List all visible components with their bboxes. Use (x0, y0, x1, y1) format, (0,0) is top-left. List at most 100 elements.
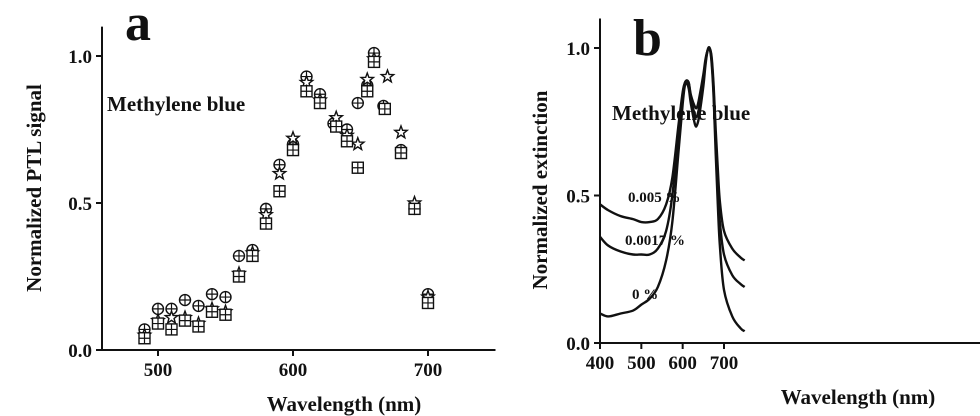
marker-star (379, 68, 396, 84)
marker-cross (260, 218, 272, 230)
marker-star (392, 123, 410, 140)
panel-b-curves (599, 46, 746, 333)
marker-cross (274, 185, 285, 197)
panel-a-markers (136, 46, 437, 345)
panel-a-y-tick-label: 0.0 (68, 341, 92, 362)
marker-cross (179, 315, 191, 327)
marker-cross (368, 56, 380, 68)
panel-b-x-tick-label: 400 (586, 353, 615, 374)
marker-square-plus (340, 135, 354, 148)
marker-square-plus (330, 120, 343, 133)
marker-star (359, 70, 376, 87)
marker-circle-plus (165, 302, 178, 316)
marker-square-plus (138, 332, 151, 345)
marker-circle-plus (205, 287, 219, 301)
panel-b-letter: b (633, 10, 662, 67)
marker-square-plus (205, 305, 219, 318)
marker-cross (220, 309, 231, 321)
marker-star (271, 165, 288, 181)
marker-star (349, 135, 366, 152)
marker-cross (220, 291, 231, 303)
marker-square-plus (408, 202, 421, 216)
marker-cross (422, 297, 434, 309)
marker-cross (301, 85, 312, 97)
panel-a-ticks: 0.0 0.5 1.0 500 600 700 (68, 47, 442, 381)
marker-cross (352, 162, 364, 174)
marker-cross (330, 121, 342, 133)
marker-cross (193, 300, 204, 312)
series-curve-1 (599, 46, 746, 288)
panel-a-x-tick-label: 700 (414, 360, 443, 381)
marker-square-plus (273, 185, 286, 198)
panel-a-y-tick-label: 1.0 (68, 47, 92, 68)
panel-a-x-tick-label: 500 (144, 360, 173, 381)
marker-cross (352, 97, 364, 109)
marker-cross (206, 288, 218, 300)
marker-cross (379, 103, 391, 115)
panel-a-x-tick-label: 600 (279, 360, 308, 381)
panel-b-x-tick-label: 500 (627, 353, 656, 374)
panel-a-x-axis-title: Wavelength (nm) (267, 392, 422, 416)
panel-b-ticks: 0.0 0.5 1.0 400 500 600 700 (566, 39, 738, 374)
marker-square-plus (367, 55, 381, 69)
marker-square-plus (178, 314, 192, 327)
marker-square-plus (259, 217, 273, 230)
panel-b-x-tick-label: 700 (710, 353, 739, 374)
marker-circle-plus (192, 299, 205, 313)
marker-cross (193, 320, 204, 332)
marker-square-plus (232, 270, 246, 283)
series-curve-2 (599, 46, 746, 333)
marker-square-plus (313, 96, 327, 110)
panel-a-annotation: Methylene blue (107, 92, 245, 116)
marker-square-plus (378, 102, 391, 116)
marker-star (284, 129, 302, 146)
curve-label-0: 0 % (632, 287, 658, 303)
marker-cross (179, 294, 191, 306)
panel-a-y-tick-label: 0.5 (68, 194, 92, 215)
panel-b-axes (599, 18, 980, 344)
marker-square-plus (219, 308, 232, 321)
marker-square-plus (286, 143, 300, 157)
marker-square-plus (361, 85, 374, 98)
marker-circle-plus (351, 96, 364, 110)
marker-cross (206, 306, 218, 318)
marker-circle-plus (219, 290, 232, 304)
panel-b-x-axis-title: Wavelength (nm) (781, 385, 936, 409)
marker-square-plus (421, 296, 435, 310)
panel-b-y-tick-label: 0.0 (566, 334, 590, 355)
marker-square-plus (300, 85, 313, 98)
panel-b-y-axis-title: Normalized extinction (528, 90, 552, 289)
marker-cross (341, 135, 353, 147)
marker-circle-plus (151, 302, 165, 316)
panel-a-axes (101, 26, 496, 351)
marker-cross (233, 250, 245, 262)
marker-cross (166, 323, 177, 335)
panel-b-y-tick-label: 0.5 (566, 187, 590, 208)
marker-square-plus (394, 146, 408, 160)
panel-b-x-tick-label: 600 (668, 353, 697, 374)
marker-square-plus (246, 249, 259, 263)
marker-square-plus (151, 317, 165, 330)
marker-cross (287, 144, 299, 156)
marker-square-plus (165, 323, 178, 336)
marker-cross (152, 318, 164, 330)
marker-cross (233, 271, 245, 282)
panel-a-y-axis-title: Normalized PTL signal (22, 84, 46, 292)
marker-circle-plus (178, 293, 192, 307)
marker-circle-plus (273, 158, 286, 171)
marker-cross (409, 203, 420, 215)
marker-square-plus (351, 161, 364, 174)
marker-cross (361, 85, 373, 97)
curve-label-00017: 0.0017 % (625, 233, 685, 249)
panel-b-line-chart: b Methylene blue Normalized extinction W… (528, 10, 980, 409)
marker-square-plus (192, 320, 205, 333)
marker-cross (314, 97, 326, 109)
marker-cross (247, 250, 258, 262)
marker-star (163, 309, 180, 325)
panel-a-letter: a (125, 0, 151, 52)
panel-a-scatter-chart: a Methylene blue Normalized PTL signal W… (22, 0, 496, 416)
marker-cross (395, 147, 407, 159)
panel-b-y-tick-label: 1.0 (566, 39, 590, 60)
marker-circle-plus (232, 249, 246, 263)
